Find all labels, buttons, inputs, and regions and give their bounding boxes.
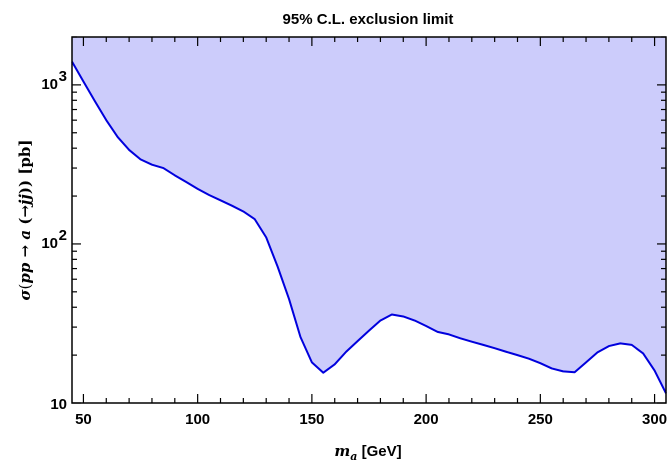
y-label-jj: jj <box>16 194 34 208</box>
y-label-arrow: → <box>16 240 34 263</box>
x-axis-label-var: m <box>334 442 350 460</box>
plot-frame <box>71 36 667 404</box>
y-axis-label: σ(pp → a (→jj)) [pb] <box>16 140 34 301</box>
chart-title: 95% C.L. exclusion limit <box>283 11 454 28</box>
x-axis-label-sub: a <box>350 450 357 463</box>
y-label-pp: pp <box>16 262 34 283</box>
x-tick-label: 300 <box>642 411 667 428</box>
x-tick-label: 100 <box>185 411 210 428</box>
x-tick-label: 200 <box>414 411 439 428</box>
x-axis-label-unit: [GeV] <box>357 443 401 460</box>
x-axis-ticks: 50 100 150 200 250 300 <box>75 37 667 428</box>
y-label-a: a <box>16 230 34 240</box>
y-label-sigma: σ <box>16 289 34 301</box>
y-label-close: )) [pb] <box>16 140 34 195</box>
x-tick-label: 250 <box>528 411 553 428</box>
plot-area <box>71 36 667 404</box>
y-tick-label: 10 <box>50 396 67 413</box>
y-label-inner: (→ <box>16 205 34 230</box>
y-tick-label-exponent: 3 <box>59 68 67 85</box>
y-tick-label: 10 <box>41 76 58 93</box>
y-tick-label: 10 <box>41 235 58 252</box>
exclusion-limit-line <box>71 61 667 394</box>
excluded-region-fill <box>72 37 666 394</box>
x-tick-label: 50 <box>75 411 92 428</box>
x-axis-label: ma [GeV] <box>334 442 401 463</box>
y-tick-label-exponent: 2 <box>59 227 67 244</box>
x-tick-label: 150 <box>299 411 324 428</box>
